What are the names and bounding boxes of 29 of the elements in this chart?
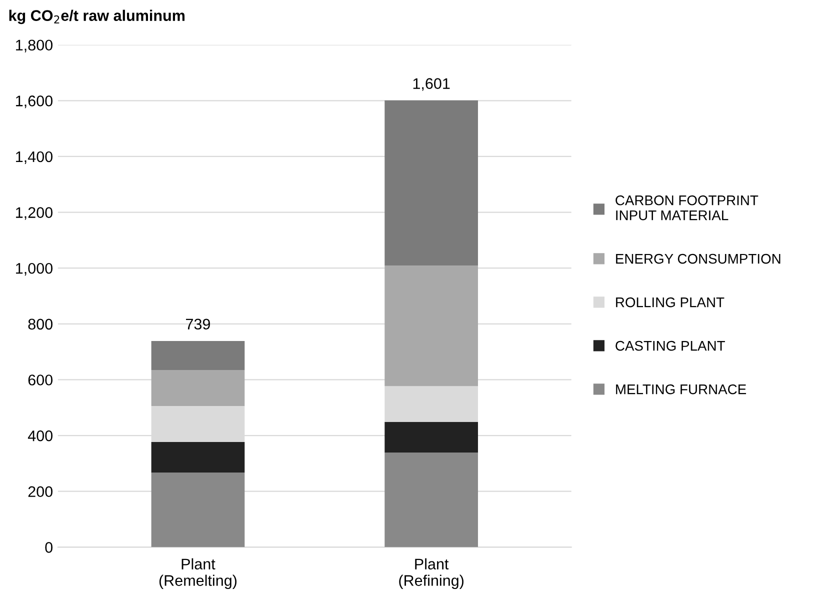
bar [384,100,478,266]
bar [384,422,478,453]
bar [151,442,245,473]
legend-label: CASTING PLANT [616,340,725,351]
bar [151,340,245,370]
bar [384,266,478,386]
y-tick-label: 1,400 [16,151,53,164]
legend-label: ENERGY CONSUMPTION [616,254,780,264]
y-tick-label: 600 [28,374,53,386]
x-tick-label: Plant (Refining) [399,558,464,589]
y-tick-label: 400 [28,430,53,442]
total-label: 1,601 [413,78,450,91]
legend-label: ROLLING PLANT [616,297,724,308]
x-tick-label: Plant (Remelting) [159,558,236,589]
y-tick-label: 1,200 [16,207,53,220]
total-label: 739 [186,318,210,330]
y-axis-title: kg CO$_{2}$e/t raw aluminum [9,10,184,24]
y-tick-label: 1,800 [16,40,53,52]
bar [151,370,245,406]
y-tick-label: 0 [45,542,52,553]
bar [384,386,478,422]
legend-label: MELTING FURNACE [616,384,746,394]
y-tick-label: 1,000 [16,262,53,276]
bar [151,472,245,548]
bar [384,452,478,548]
legend-label: CARBON FOOTPRINT INPUT MATERIAL [616,195,758,220]
y-tick-label: 800 [28,318,53,330]
y-tick-label: 1,600 [16,96,53,108]
y-tick-label: 200 [28,486,53,498]
